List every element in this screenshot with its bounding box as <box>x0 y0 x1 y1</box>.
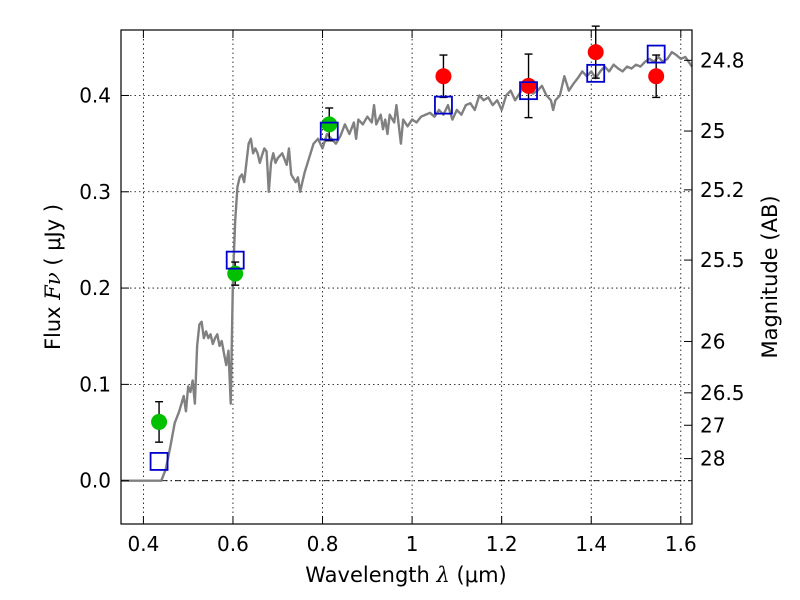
x-tick-label: 1 <box>406 532 419 556</box>
x-tick-label: 1.4 <box>575 532 607 556</box>
right-axis-label: Magnitude (AB) <box>758 195 782 358</box>
right-tick-label: 25.5 <box>700 248 745 272</box>
green-data-point <box>227 265 244 282</box>
right-tick-label: 24.8 <box>700 48 745 72</box>
x-tick-label: 1.6 <box>665 532 697 556</box>
red-data-point <box>435 68 452 85</box>
plot-frame <box>120 29 693 525</box>
red-data-point <box>587 44 604 61</box>
y-tick-label: 0.4 <box>79 83 111 107</box>
right-magnitude-tick-labels: 24.8 25 25.2 25.5 26 26.5 27 28 <box>700 48 745 470</box>
right-tick-label: 26 <box>700 329 725 353</box>
y-tick-label: 0.0 <box>79 469 111 493</box>
model-spectrum-line <box>121 50 693 482</box>
right-tick-label: 25.2 <box>700 178 745 202</box>
y-tick-label: 0.2 <box>79 276 111 300</box>
right-tick-label: 25 <box>700 119 725 143</box>
x-tick-label: 0.4 <box>127 532 159 556</box>
model-square-marker <box>519 81 538 101</box>
y-tick-labels: 0.0 0.1 0.2 0.3 0.4 <box>79 83 111 492</box>
y-tick-label: 0.3 <box>79 180 111 204</box>
model-square-marker <box>149 452 169 471</box>
y-tick-label: 0.1 <box>79 372 111 396</box>
green-data-point <box>321 116 338 133</box>
x-tick-label: 0.6 <box>217 532 249 556</box>
model-square-marker <box>319 121 339 141</box>
grid-lines <box>121 30 692 524</box>
x-tick-label: 1.2 <box>486 532 518 556</box>
y-axis-label: Flux Fν ( μJy ) <box>41 204 65 350</box>
model-square-marker <box>225 250 245 270</box>
model-spectrum <box>121 50 693 482</box>
right-tick-label: 27 <box>700 413 725 437</box>
right-tick-label: 26.5 <box>700 381 745 405</box>
x-axis-label: Wavelength λ (μm) <box>305 563 506 587</box>
red-data-point <box>648 68 665 85</box>
x-tick-labels: 0.4 0.6 0.8 1 1.2 1.4 1.6 <box>127 532 696 556</box>
model-photometry-squares <box>149 44 666 471</box>
red-data-point <box>520 77 537 94</box>
x-tick-label: 0.8 <box>307 532 339 556</box>
right-tick-label: 28 <box>700 447 725 471</box>
photometry-points <box>151 44 665 430</box>
axis-ticks <box>121 30 692 524</box>
model-square-marker <box>434 95 453 115</box>
model-square-marker <box>586 63 606 83</box>
model-square-marker <box>646 44 666 64</box>
green-data-point <box>151 413 168 430</box>
